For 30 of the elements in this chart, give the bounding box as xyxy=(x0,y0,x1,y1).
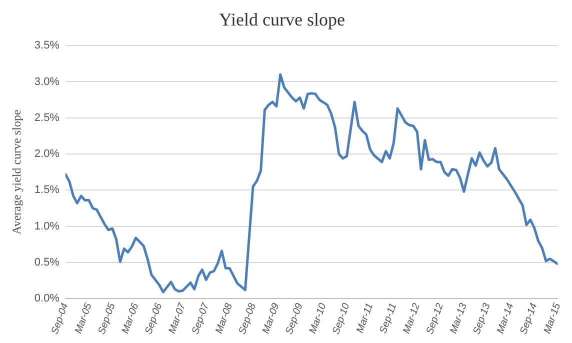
x-tick-label: Mar-09 xyxy=(260,301,282,336)
x-tick-label: Mar-13 xyxy=(448,301,470,336)
x-tick-label: Sep-08 xyxy=(237,301,259,336)
chart-title: Yield curve slope xyxy=(219,10,345,30)
y-axis-title: Average yield curve slope xyxy=(9,110,24,234)
x-tick-label: Sep-11 xyxy=(378,302,400,336)
x-tick-label: Sep-13 xyxy=(471,301,493,336)
y-tick-label: 1.5% xyxy=(34,184,60,196)
x-tick-label: Sep-05 xyxy=(96,301,118,336)
x-tick-label: Mar-10 xyxy=(308,301,329,336)
y-tick-label: 3.5% xyxy=(34,40,60,52)
x-tick-label: Sep-12 xyxy=(424,301,446,336)
x-tick-label: Mar-11 xyxy=(354,302,376,334)
x-tick-label: Mar-08 xyxy=(214,301,236,336)
x-tick-label: Sep-10 xyxy=(330,301,352,336)
y-tick-label: 2.5% xyxy=(34,112,60,124)
x-tick-label: Mar-06 xyxy=(120,301,142,336)
y-tick-label: 2.0% xyxy=(34,148,60,160)
y-tick-label: 1.0% xyxy=(34,220,60,232)
x-tick-label: Mar-15 xyxy=(542,301,564,336)
x-tick-label: Mar-07 xyxy=(167,301,188,336)
x-tick-label: Mar-05 xyxy=(73,301,94,336)
x-tick-label: Sep-14 xyxy=(518,301,540,336)
x-tick-label: Mar-12 xyxy=(401,301,423,336)
x-tick-label: Mar-14 xyxy=(495,301,516,336)
y-tick-label: 0.5% xyxy=(34,256,60,268)
x-tick-label: Sep-09 xyxy=(284,301,306,336)
x-tick-label: Sep-07 xyxy=(190,301,212,336)
y-tick-label: 3.0% xyxy=(34,76,60,88)
x-tick-label: Sep-06 xyxy=(143,301,165,336)
